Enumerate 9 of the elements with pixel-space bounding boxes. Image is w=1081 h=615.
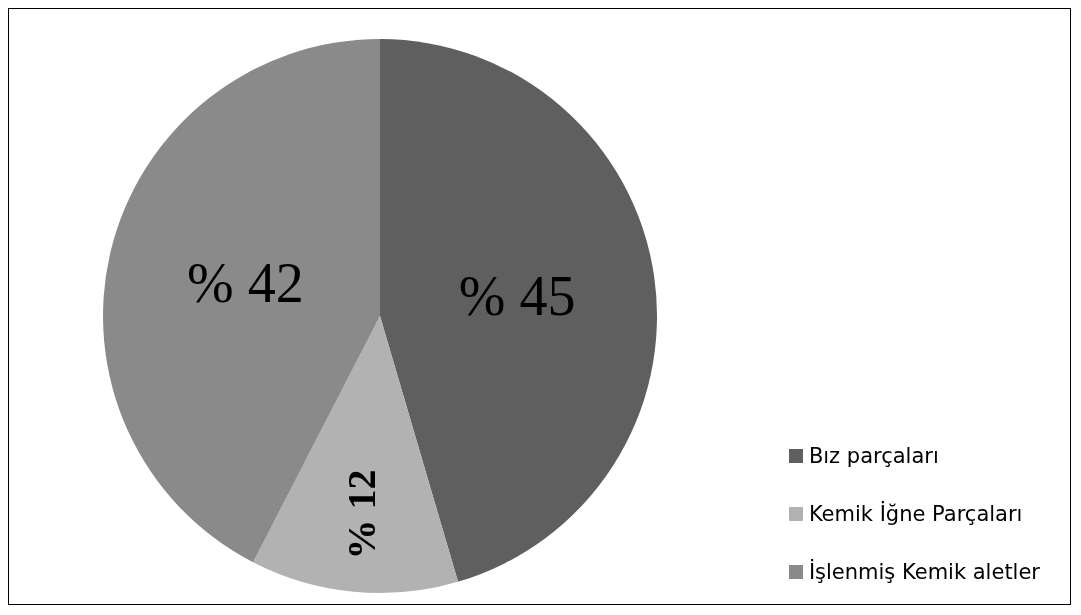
data-label: % 45 bbox=[458, 265, 576, 328]
pie-slice bbox=[380, 39, 657, 582]
legend-label: Bız parçaları bbox=[808, 444, 939, 468]
pie-slice bbox=[103, 39, 380, 563]
legend-label: Kemik İğne Parçaları bbox=[808, 502, 1023, 526]
data-label: % 12 bbox=[338, 469, 384, 560]
pie-slice bbox=[253, 316, 459, 593]
legend-label: İşlenmiş Kemik aletler bbox=[808, 560, 1040, 584]
data-label: % 42 bbox=[187, 252, 304, 315]
